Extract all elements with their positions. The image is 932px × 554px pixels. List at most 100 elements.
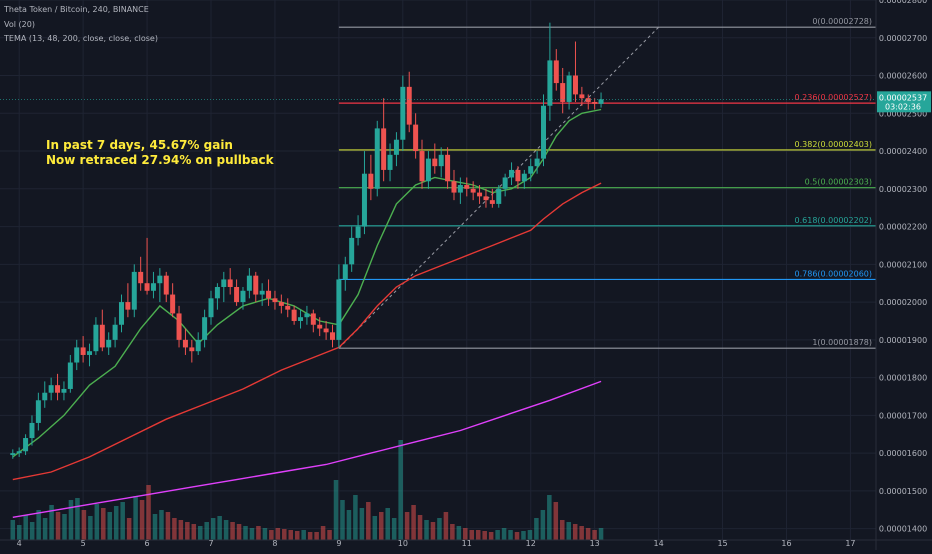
x-tick-label: 13: [590, 539, 600, 548]
volume-bar: [398, 440, 403, 540]
volume-bar: [101, 508, 106, 540]
candle-body: [381, 128, 387, 170]
volume-bar: [236, 524, 242, 540]
candle-body: [170, 294, 176, 314]
x-tick-label: 5: [81, 539, 86, 548]
volume-bar: [94, 504, 100, 540]
candle-body: [515, 169, 521, 182]
volume-bar: [191, 524, 197, 540]
candle-body: [592, 101, 598, 104]
fib-level-label: 0.236(0.00002527): [795, 93, 873, 102]
candle-body: [182, 339, 188, 348]
volume-bar: [592, 530, 597, 540]
y-tick-label: 0.00002000: [879, 298, 927, 307]
volume-bar: [107, 512, 113, 540]
volume-bar: [366, 502, 371, 540]
y-tick-label: 0.00001800: [879, 374, 927, 383]
y-tick-label: 0.00002700: [879, 34, 927, 43]
volume-bar: [411, 505, 416, 540]
candle-body: [234, 286, 240, 303]
candle-body: [509, 169, 515, 178]
candle-body: [35, 400, 41, 423]
candle-body: [560, 83, 566, 102]
y-tick-label: 0.00002300: [879, 185, 927, 194]
y-tick-label: 0.00002100: [879, 260, 927, 269]
candle-body: [355, 226, 361, 238]
candle-body: [528, 166, 534, 174]
candle-body: [10, 453, 16, 456]
volume-bar: [23, 515, 28, 540]
candle-body: [464, 185, 470, 189]
candle-body: [80, 347, 86, 355]
volume-bar: [172, 518, 177, 540]
candle-body: [189, 347, 195, 352]
volume-bar: [424, 520, 429, 540]
y-tick-label: 0.00001600: [879, 449, 927, 458]
candle-body: [157, 275, 163, 284]
volume-bar: [165, 512, 171, 540]
candle-body: [259, 290, 265, 295]
candle-body: [176, 313, 182, 340]
candle-body: [48, 385, 54, 393]
volume-bar: [320, 526, 326, 540]
volume-bar: [534, 518, 539, 540]
price-badge-value: 0.00002537: [879, 93, 927, 102]
candle-body: [477, 192, 483, 197]
price-badge-countdown: 03:02:36: [885, 102, 921, 111]
y-tick-label: 0.00001500: [879, 487, 927, 496]
fib-level-label: 0.5(0.00002303): [805, 178, 872, 187]
fib-level-label: 0.618(0.00002202): [795, 216, 873, 225]
candle-body: [291, 309, 297, 321]
volume-bar: [288, 530, 294, 540]
candle-body: [470, 188, 476, 193]
volume-bar: [353, 495, 358, 540]
candle-body: [541, 105, 547, 159]
y-tick-label: 0.00001400: [879, 525, 927, 534]
candle-body: [445, 154, 451, 182]
volume-bar: [210, 518, 216, 540]
volume-bar: [243, 526, 248, 540]
volume-bar: [501, 528, 507, 540]
candle-body: [361, 173, 367, 227]
volume-bar: [385, 508, 390, 540]
volume-bar: [275, 528, 281, 540]
tema-mid-line: [12, 182, 602, 481]
tema-slow-line: [12, 380, 602, 518]
volume-bar: [488, 532, 494, 540]
volume-bar: [49, 505, 54, 540]
candle-body: [400, 86, 406, 140]
candle-body: [457, 185, 463, 193]
volume-bar: [372, 516, 378, 540]
volume-bar: [540, 510, 546, 540]
candle-body: [310, 313, 316, 325]
candle-body: [266, 290, 272, 299]
volume-bar: [327, 530, 332, 540]
x-tick-label: 10: [398, 539, 408, 548]
volume-bar: [547, 495, 552, 540]
candle-body: [336, 279, 342, 340]
candle-body: [413, 124, 419, 152]
volume-bar: [437, 518, 442, 540]
volume-bar: [282, 529, 287, 540]
volume-bar: [307, 532, 313, 540]
x-tick-label: 17: [845, 539, 855, 548]
volume-bar: [417, 515, 423, 540]
candle-body: [438, 154, 444, 167]
volume-bar: [456, 526, 462, 540]
volume-bar: [152, 514, 158, 540]
x-tick-label: 14: [654, 539, 664, 548]
volume-bar: [133, 496, 138, 540]
candle-body: [304, 313, 310, 318]
volume-bar: [269, 530, 274, 540]
volume-bar: [204, 522, 209, 540]
volume-bar: [249, 528, 255, 540]
candle-body: [67, 362, 73, 389]
volume-bar: [42, 518, 48, 540]
volume-bar: [585, 528, 591, 540]
volume-bar: [139, 500, 145, 540]
candle-body: [406, 86, 412, 125]
volume-bar: [178, 520, 184, 540]
candle-body: [387, 154, 393, 170]
volume-bar: [572, 524, 578, 540]
